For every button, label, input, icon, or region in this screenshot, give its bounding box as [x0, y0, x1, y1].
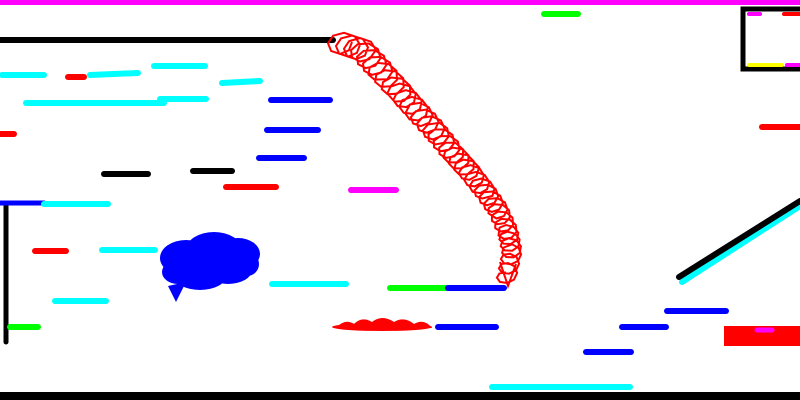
floor-line — [0, 392, 800, 400]
exit-box — [740, 6, 800, 72]
red-splatter — [332, 318, 432, 331]
ramp-line — [676, 198, 800, 280]
blue-cloud — [160, 232, 260, 302]
dash-cyan — [219, 78, 263, 86]
scribble-tip — [499, 261, 517, 290]
ramp-line-shadow — [679, 203, 800, 285]
cloud-puff — [162, 260, 194, 284]
scribble-trail — [326, 31, 523, 285]
cloud-tail — [168, 282, 186, 302]
cloud-puff — [235, 252, 259, 276]
splatter-top — [336, 318, 432, 328]
dash-layer — [0, 11, 800, 390]
dash-cyan — [87, 70, 141, 78]
ceiling-line — [0, 0, 800, 5]
exit-box-frame — [740, 6, 800, 72]
